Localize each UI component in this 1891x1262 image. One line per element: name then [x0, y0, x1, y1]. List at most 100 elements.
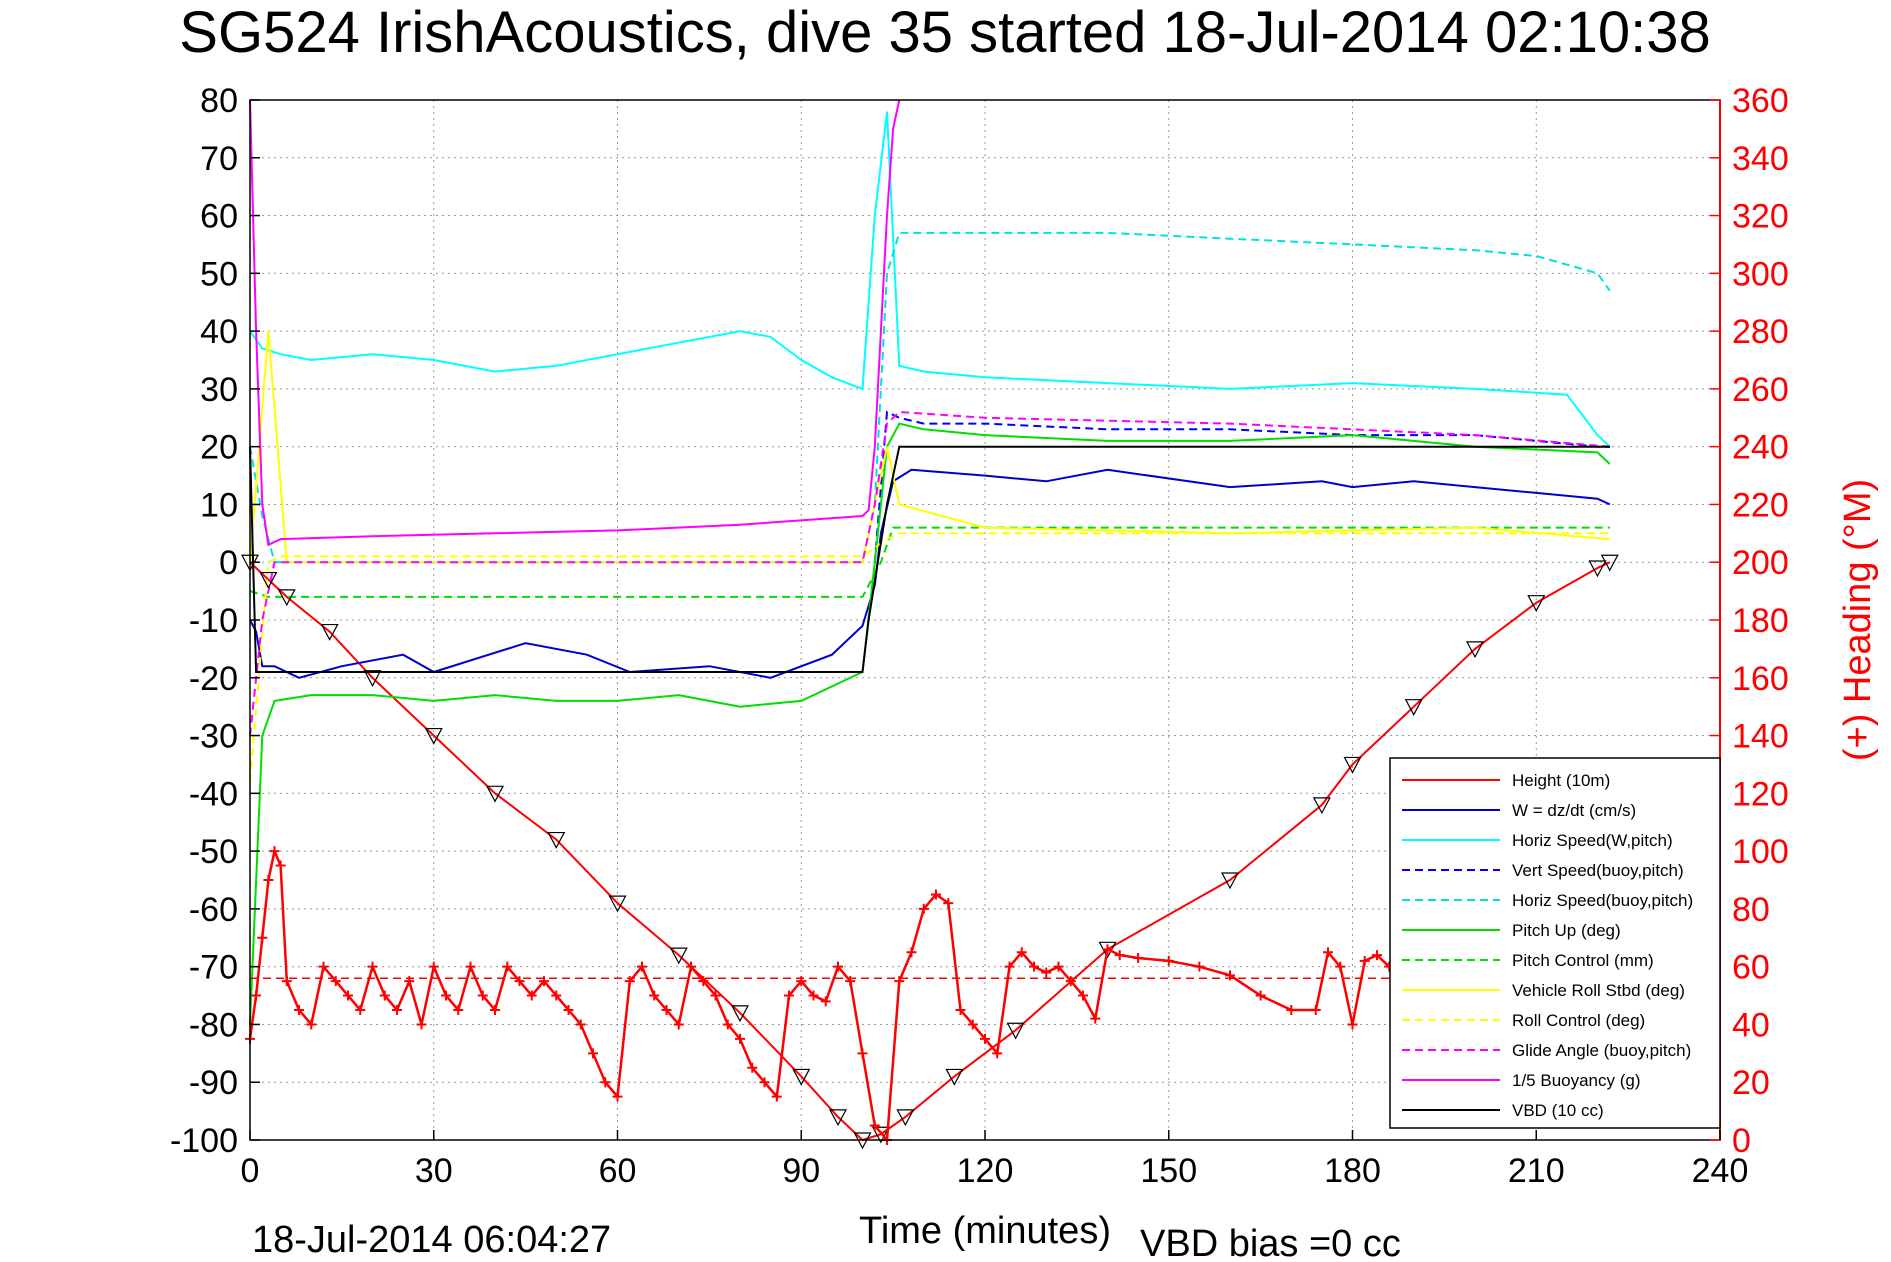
legend-label-10: 1/5 Buoyancy (g)	[1512, 1071, 1641, 1090]
y2-axis-label: (+) Heading (°M)	[1837, 479, 1879, 761]
heading-point	[710, 990, 721, 1001]
heading-point	[1078, 990, 1088, 1001]
heading-point	[673, 1019, 684, 1030]
y-tick-label: -40	[189, 775, 238, 813]
heading-point	[980, 1033, 990, 1044]
y-tick-label: 30	[200, 371, 238, 409]
height-marker	[363, 670, 382, 688]
y2-tick-label: 280	[1732, 313, 1789, 351]
y-tick-label: -10	[189, 602, 238, 640]
y2-tick-label: 160	[1732, 660, 1789, 698]
heading-point	[502, 961, 513, 972]
series-line-9	[249, 410, 1610, 736]
height-marker	[320, 623, 339, 641]
heading-point	[563, 1005, 574, 1015]
legend: Height (10m) W = dz/dt (cm/s) Horiz Speed(…	[1389, 757, 1721, 1129]
height-marker	[829, 1109, 847, 1127]
y-tick-label: 80	[200, 82, 238, 120]
heading-point	[784, 990, 794, 1001]
legend-label-1: W = dz/dt (cm/s)	[1512, 801, 1636, 820]
y-tick-label: -100	[170, 1122, 238, 1160]
heading-point	[269, 846, 280, 857]
heading-point	[1090, 1013, 1101, 1024]
y2-tick-label: 120	[1732, 775, 1789, 813]
y-tick-label: 0	[219, 544, 238, 582]
heading-point	[943, 898, 954, 909]
legend-label-11: VBD (10 cc)	[1512, 1101, 1604, 1120]
y2-tick-label: 260	[1732, 371, 1789, 409]
heading-point	[306, 1019, 317, 1030]
height-marker	[1006, 1022, 1025, 1040]
heading-point	[551, 990, 562, 1001]
series-line-4	[249, 231, 1611, 564]
legend-label-9: Glide Angle (buoy,pitch)	[1512, 1041, 1691, 1060]
heading-point	[1323, 947, 1333, 958]
heading-point	[1225, 970, 1235, 981]
x-tick-label: 210	[1508, 1152, 1565, 1190]
height-marker	[945, 1068, 964, 1086]
heading-point	[955, 1005, 966, 1015]
height-marker	[1404, 699, 1423, 716]
heading-point	[514, 976, 525, 987]
y-tick-label: 70	[200, 140, 238, 178]
heading-point	[257, 932, 268, 943]
heading-point	[1053, 961, 1064, 972]
x-axis-label: Time (minutes)	[859, 1210, 1111, 1252]
footer-vbd-bias: VBD bias =0 cc	[1140, 1223, 1401, 1262]
height-marker	[792, 1068, 811, 1086]
height-marker	[277, 589, 296, 607]
height-marker	[1466, 641, 1484, 659]
heading-point	[906, 947, 917, 958]
series-line-10	[249, 99, 901, 547]
series-line-5	[249, 422, 1611, 1025]
height-marker	[731, 1005, 749, 1023]
y2-tick-label: 220	[1732, 486, 1789, 524]
y2-tick-label: 320	[1732, 198, 1789, 236]
heading-point	[612, 1091, 623, 1102]
heading-point	[918, 903, 929, 914]
heading-point	[416, 1019, 427, 1030]
heading-point	[808, 990, 819, 1001]
heading-point	[686, 961, 696, 972]
legend-label-6: Pitch Control (mm)	[1512, 951, 1654, 970]
heading-point	[263, 875, 274, 885]
heading-point	[379, 990, 390, 1001]
heading-point	[575, 1019, 586, 1030]
height-marker	[259, 571, 278, 589]
y-tick-label: -20	[189, 660, 238, 698]
height-marker	[669, 947, 688, 965]
series-layer	[241, 99, 1619, 1150]
y2-tick-label: 20	[1732, 1064, 1770, 1102]
heading-point	[1041, 967, 1052, 978]
heading-point	[1163, 955, 1174, 966]
y-tick-label: 60	[200, 198, 238, 236]
heading-point	[1004, 961, 1015, 972]
y2-tick-label: 60	[1732, 949, 1770, 987]
x-tick-label: 0	[241, 1152, 260, 1190]
y2-tick-label: 240	[1732, 429, 1789, 467]
y2-tick-label: 0	[1732, 1122, 1751, 1160]
y-tick-label: -70	[189, 949, 238, 987]
heading-point	[820, 996, 831, 1007]
heading-point	[343, 990, 353, 1001]
height-marker	[547, 831, 566, 849]
heading-point	[649, 990, 660, 1001]
y-tick-label: 40	[200, 313, 238, 351]
right-axis-ticks: 3603403203002802602402202001801601401201…	[1710, 82, 1789, 1160]
y2-tick-label: 300	[1732, 255, 1789, 293]
heading-point	[1359, 955, 1370, 966]
y-tick-label: 10	[200, 486, 238, 524]
height-marker	[1588, 560, 1607, 578]
heading-point	[857, 1048, 868, 1059]
heading-point	[894, 976, 905, 987]
y2-tick-label: 340	[1732, 140, 1789, 178]
height-marker	[1527, 595, 1546, 612]
heading-point	[275, 860, 286, 871]
heading-point	[661, 1005, 672, 1015]
series-line-8	[249, 532, 1610, 782]
y-tick-label: -60	[189, 891, 238, 929]
height-marker	[871, 1126, 890, 1144]
heading-point	[294, 1005, 304, 1015]
heading-point	[1114, 950, 1125, 961]
